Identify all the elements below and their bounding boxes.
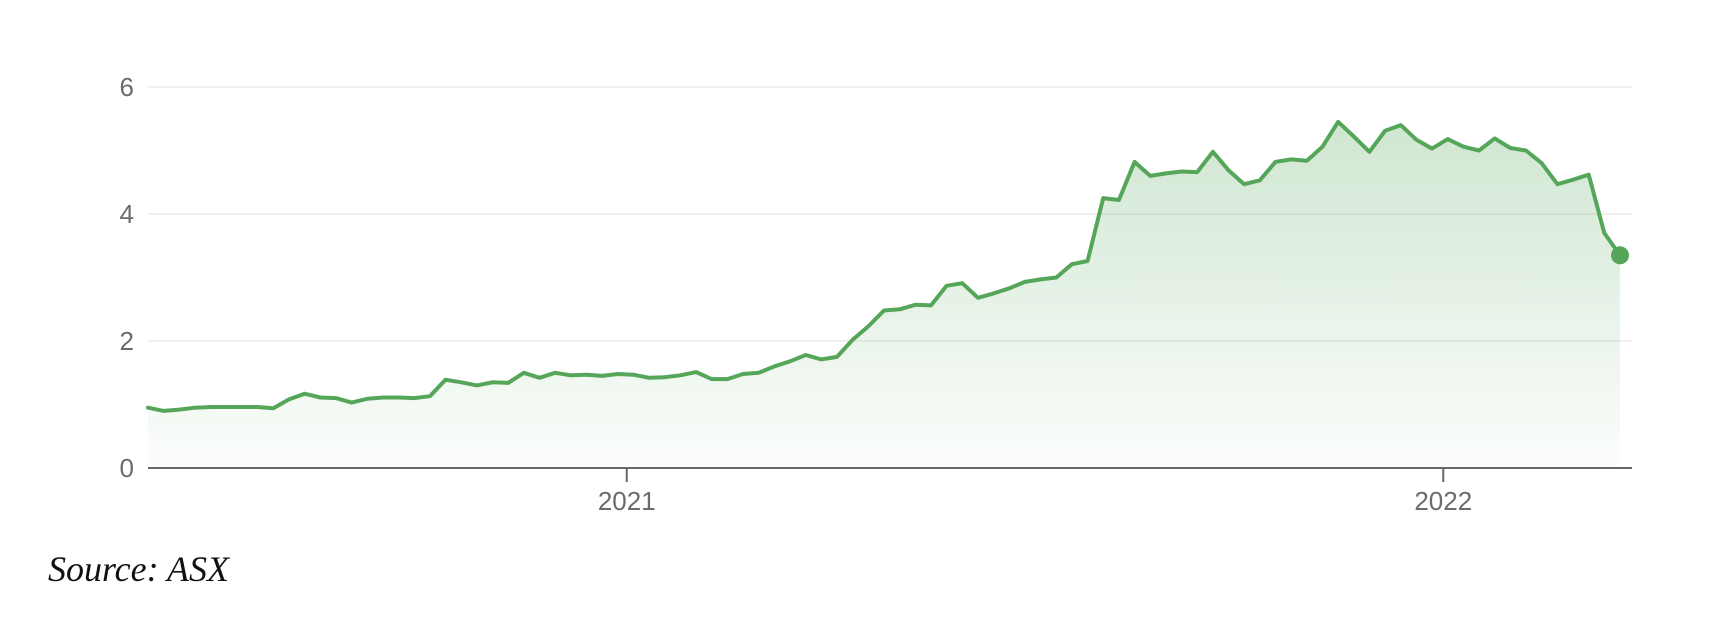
area-chart: 0 2 4 6 2021 2022 bbox=[120, 72, 1632, 516]
y-tick-label: 4 bbox=[120, 199, 134, 229]
series-end-point bbox=[1611, 246, 1629, 265]
series-line bbox=[146, 119, 1622, 413]
source-caption: Source: ASX bbox=[48, 549, 229, 589]
y-axis-ticks: 0 2 4 6 bbox=[120, 72, 134, 483]
x-tick-label: 2022 bbox=[1414, 486, 1472, 516]
x-axis-ticks: 2021 2022 bbox=[598, 468, 1472, 516]
y-tick-label: 6 bbox=[120, 72, 134, 102]
y-tick-label: 2 bbox=[120, 326, 134, 356]
x-tick-label: 2021 bbox=[598, 486, 656, 516]
series-area-fill bbox=[148, 121, 1620, 469]
y-tick-label: 0 bbox=[120, 453, 134, 483]
